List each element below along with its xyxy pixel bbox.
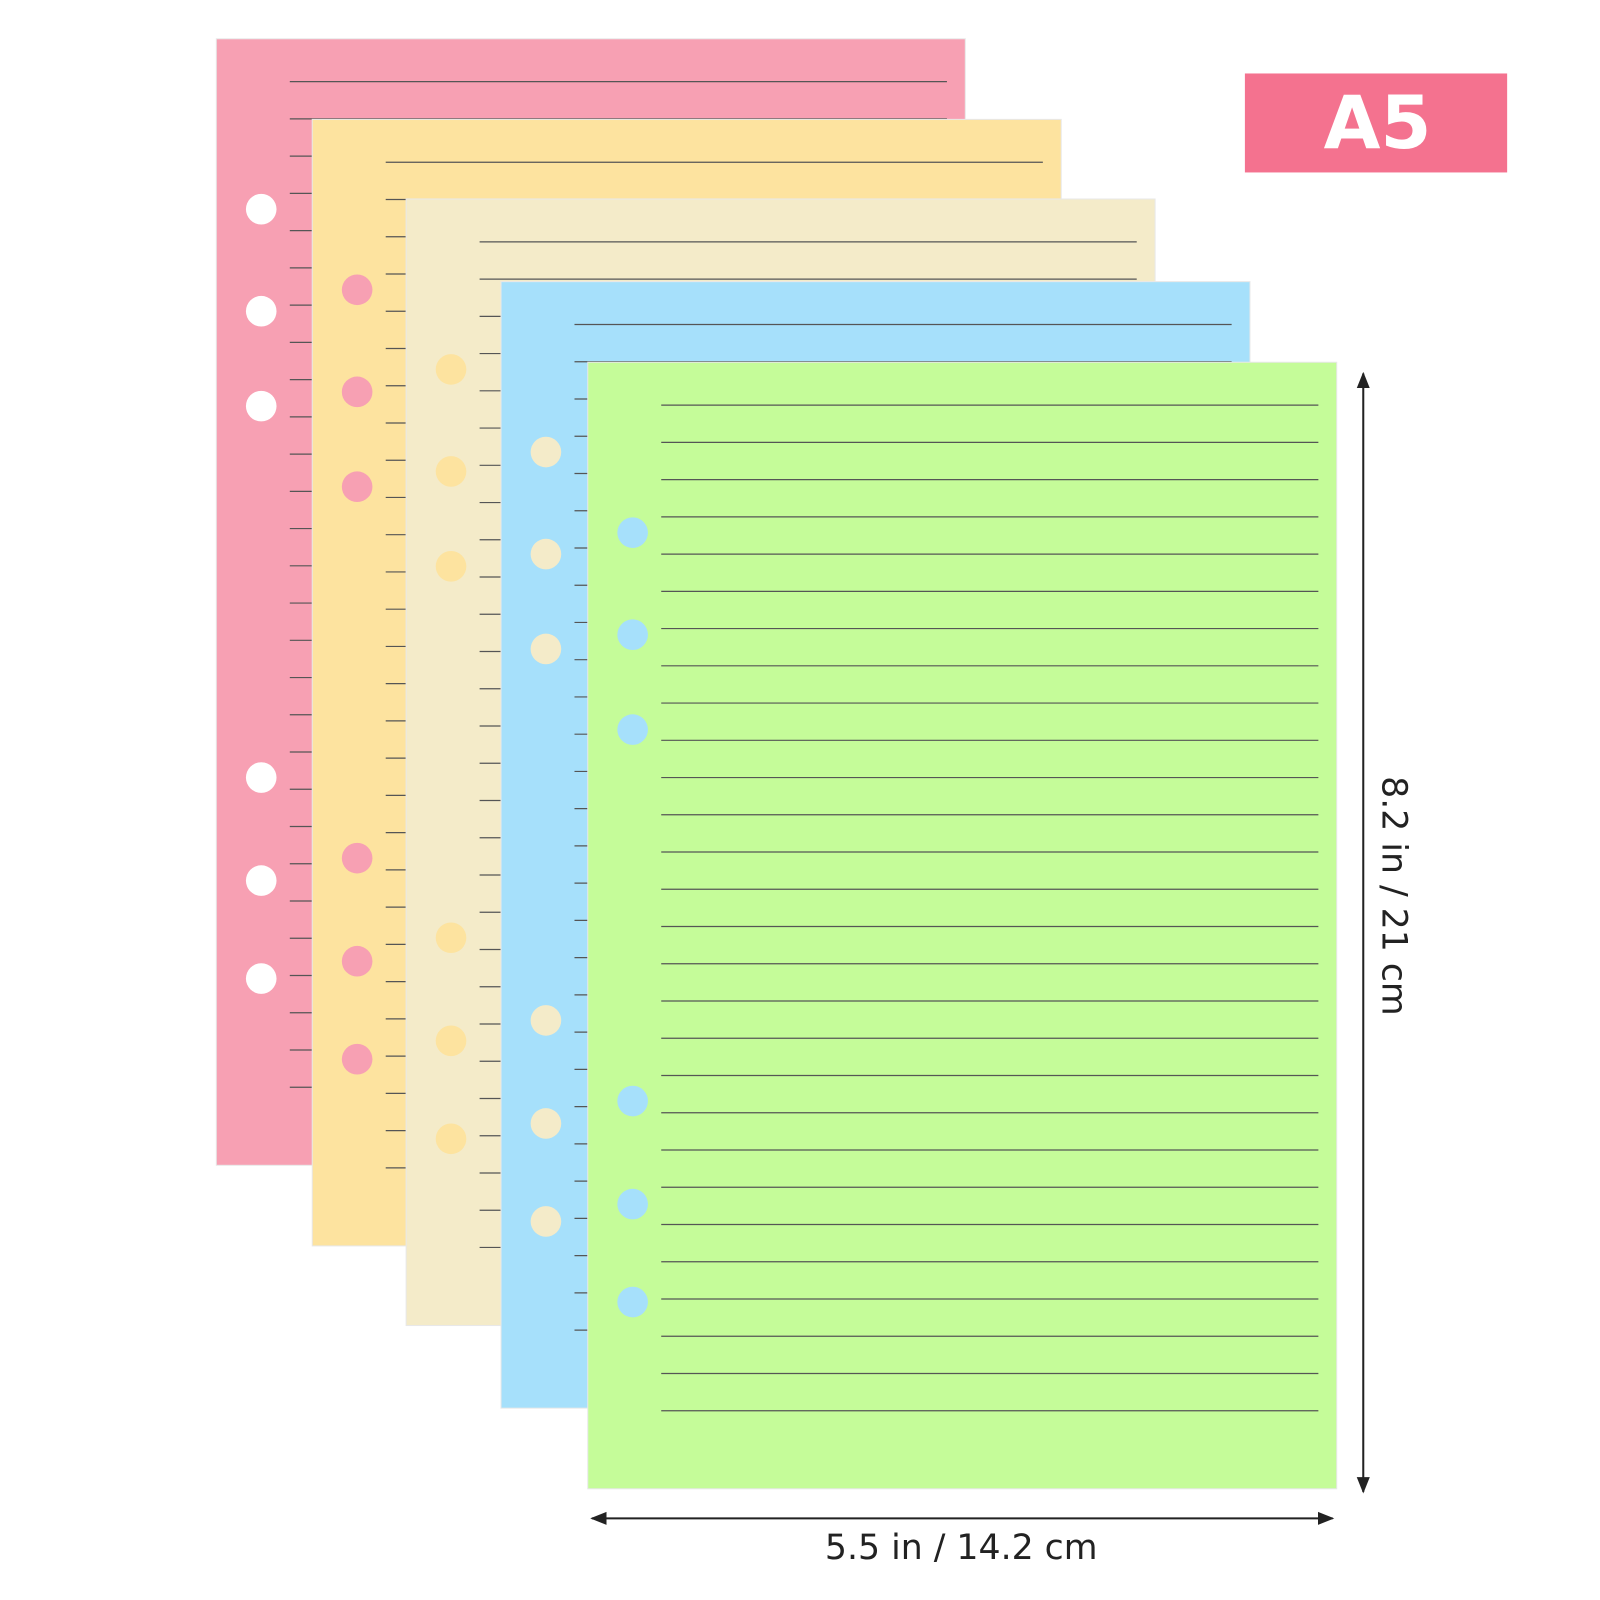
paper-sheet xyxy=(587,361,1338,1490)
punch-hole xyxy=(245,762,277,793)
punch-hole xyxy=(435,354,467,385)
punch-hole xyxy=(530,538,562,570)
punch-hole xyxy=(245,295,277,327)
punch-hole xyxy=(245,193,277,225)
punch-hole xyxy=(341,945,373,977)
punch-hole xyxy=(435,1123,467,1155)
height-label: 8.2 in / 21 cm xyxy=(1374,776,1414,1016)
width-label: 5.5 in / 14.2 cm xyxy=(825,1528,1098,1568)
punch-hole xyxy=(341,842,373,874)
sheets xyxy=(215,38,1338,1490)
punch-hole xyxy=(245,865,277,896)
punch-hole xyxy=(617,517,648,548)
punch-hole xyxy=(617,619,648,650)
punch-hole xyxy=(435,1025,467,1057)
punch-hole xyxy=(617,1188,648,1220)
punch-hole xyxy=(341,274,373,306)
punch-hole xyxy=(530,633,562,665)
punch-hole xyxy=(530,436,562,468)
punch-hole xyxy=(245,390,277,422)
punch-hole xyxy=(435,456,467,487)
punch-hole xyxy=(617,1286,648,1318)
punch-hole xyxy=(530,1108,562,1139)
punch-hole xyxy=(245,963,277,994)
badge xyxy=(1244,73,1508,173)
punch-hole xyxy=(435,922,467,954)
punch-hole xyxy=(341,471,373,503)
punch-hole xyxy=(617,1085,648,1117)
badge-text: A5 xyxy=(1324,81,1432,166)
punch-hole xyxy=(617,714,648,745)
punch-hole xyxy=(530,1005,562,1036)
punch-hole xyxy=(341,376,373,408)
punch-hole xyxy=(435,551,467,582)
punch-hole xyxy=(341,1043,373,1075)
punch-hole xyxy=(530,1206,562,1237)
